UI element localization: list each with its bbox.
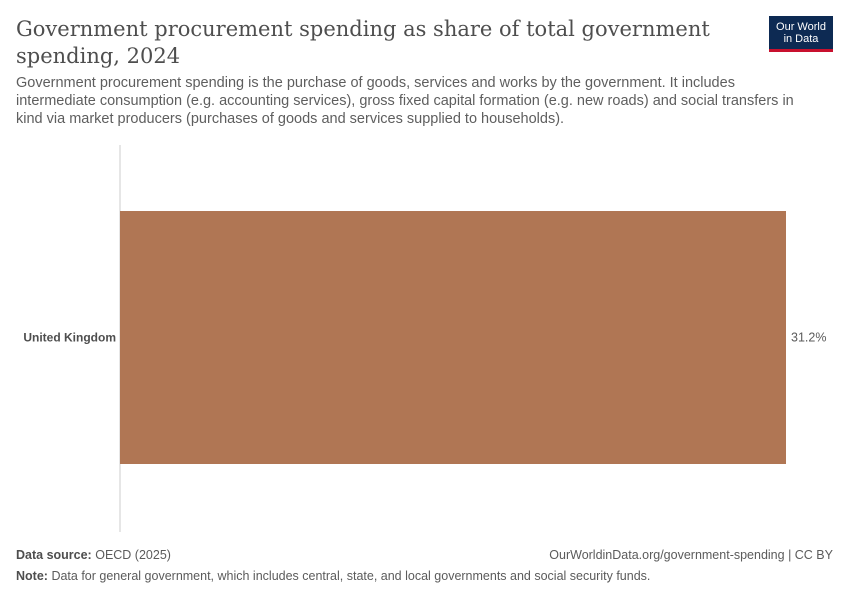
chart-subtitle: Government procurement spending is the p… (16, 75, 794, 127)
note-text: Data for general government, which inclu… (51, 569, 651, 583)
value-label: 31.2% (791, 331, 826, 345)
footer-note: Note: Data for general government, which… (16, 569, 650, 583)
bar[interactable] (120, 211, 786, 464)
bars-group: United Kingdom 31.2% (23, 211, 826, 464)
source-label: Data source: (16, 548, 92, 562)
source-link[interactable]: OECD (2025) (95, 548, 171, 562)
category-label: United Kingdom (23, 331, 116, 345)
logo-line-1: Our World (776, 21, 826, 33)
chart-title: Government procurement spending as share… (16, 17, 710, 68)
owid-logo[interactable]: Our World in Data (769, 16, 833, 52)
logo-line-2: in Data (783, 33, 819, 45)
footer-url[interactable]: OurWorldinData.org/government-spending |… (549, 548, 833, 562)
data-source: Data source: OECD (2025) (16, 548, 171, 562)
note-label: Note: (16, 569, 48, 583)
